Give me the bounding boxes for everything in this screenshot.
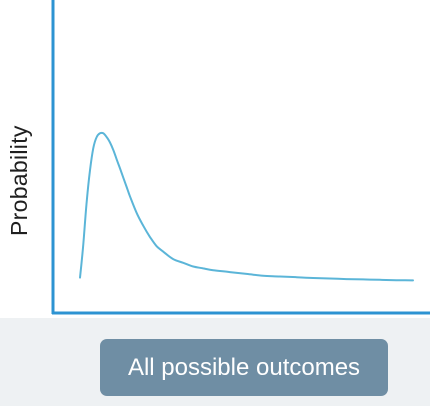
y-axis-label: Probability	[6, 125, 32, 236]
series-line-probability	[79, 131, 414, 282]
plot-area	[0, 0, 430, 318]
x-axis-label-button[interactable]: All possible outcomes	[100, 339, 388, 396]
series-points	[79, 132, 415, 282]
